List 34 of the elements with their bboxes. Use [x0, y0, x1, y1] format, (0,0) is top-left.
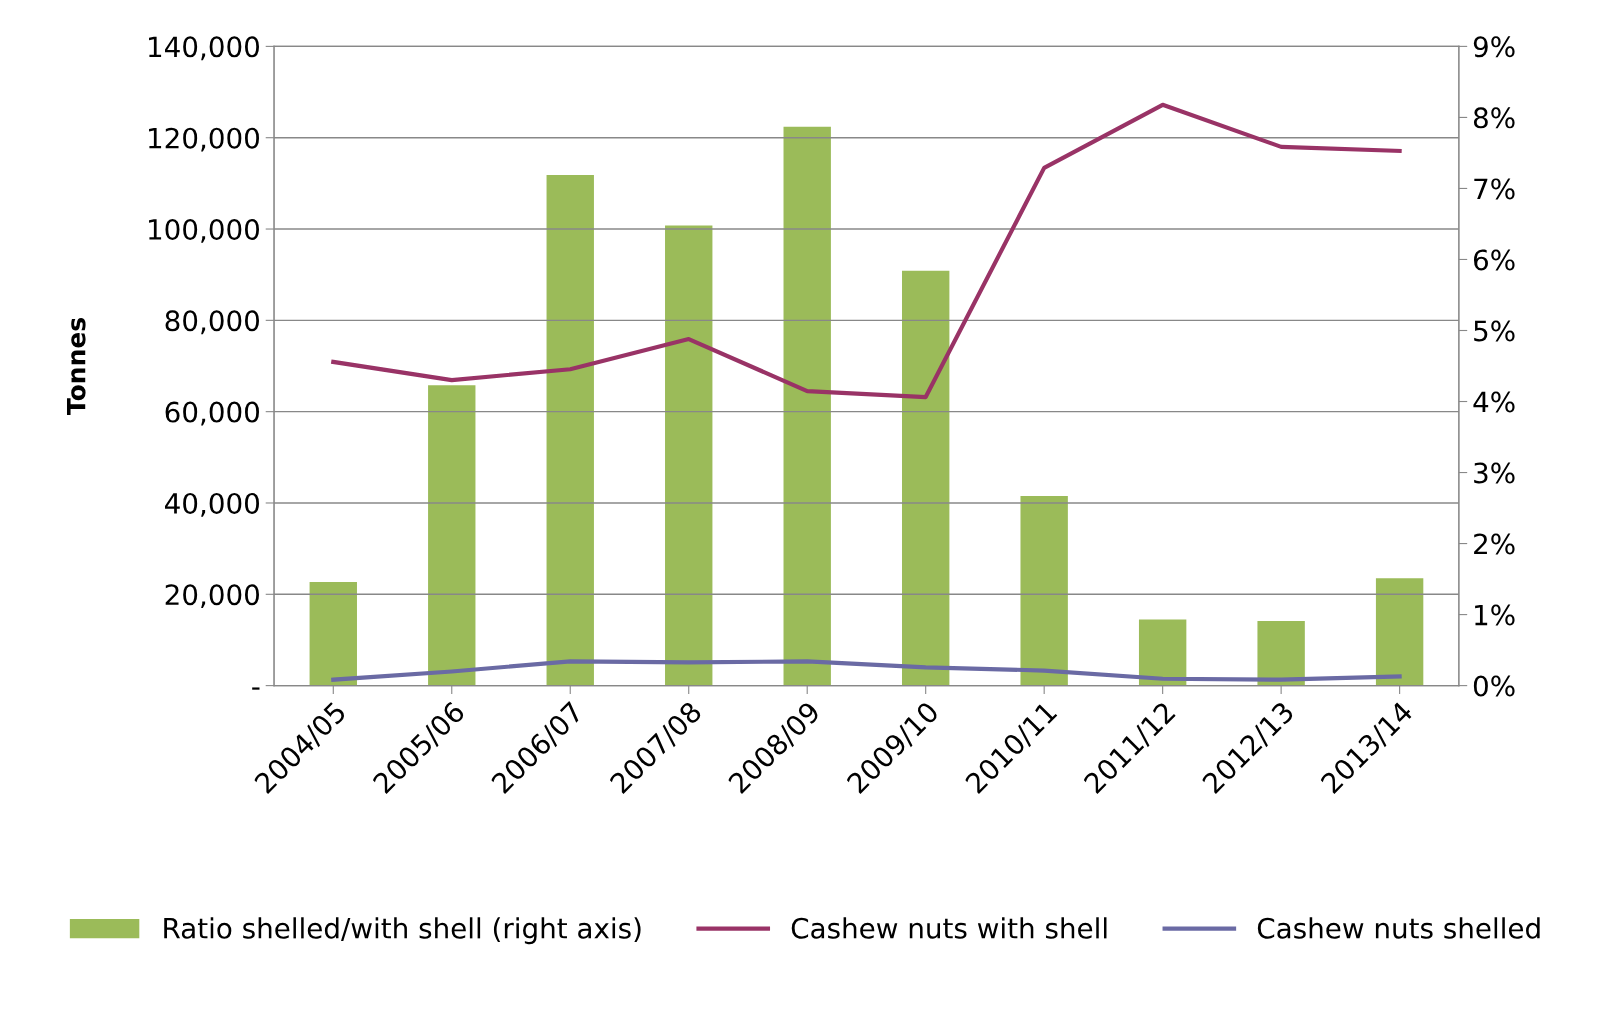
y2-tick-label: 6%	[1473, 249, 1515, 271]
y-tick-label: 100,000	[149, 218, 259, 243]
y-tick-label: 140,000	[149, 36, 259, 61]
legend-label: Ratio shelled/with shell (right axis)	[164, 917, 641, 945]
y2-tick-label: 8%	[1473, 107, 1515, 129]
bar	[309, 581, 357, 686]
bar	[1020, 495, 1068, 686]
y2-tick-label: 0%	[1473, 675, 1515, 697]
y2-tick-label: 9%	[1473, 36, 1515, 58]
y2-tick-label: 5%	[1474, 320, 1515, 342]
legend-label: Cashew nuts with shell	[791, 917, 1107, 939]
y2-tick-label: 2%	[1474, 533, 1515, 555]
line-series	[331, 102, 1402, 400]
y-tick-label: 60,000	[165, 401, 259, 426]
y-tick-label: 80,000	[165, 310, 259, 335]
y-tick-label: 20,000	[165, 584, 259, 609]
bar	[901, 270, 950, 686]
y2-tick-label: 7%	[1474, 178, 1515, 200]
bar	[1375, 578, 1424, 686]
bar	[665, 225, 713, 686]
bar	[1138, 619, 1187, 686]
y-tick-label: 40,000	[165, 492, 259, 517]
y2-tick-label: 4%	[1473, 391, 1515, 413]
bar	[546, 174, 594, 686]
y-axis-title: Tonnes	[66, 318, 86, 416]
y2-tick-label: 1%	[1475, 604, 1515, 626]
y2-tick-label: 3%	[1474, 462, 1515, 484]
legend-label: Cashew nuts shelled	[1257, 917, 1540, 939]
bar	[783, 126, 831, 686]
y-tick-label: 120,000	[149, 127, 259, 152]
bar	[1257, 620, 1305, 686]
bar	[428, 385, 476, 686]
line-series	[331, 659, 1402, 682]
y-tick-label: -	[252, 687, 260, 690]
